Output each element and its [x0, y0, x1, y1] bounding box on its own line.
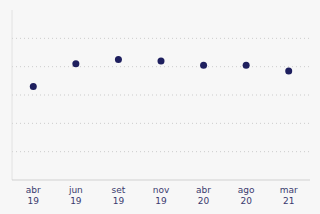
point: [285, 67, 292, 74]
chart: abr19 jun19 set19 nov19 abr20 ago20 mar21: [0, 0, 320, 214]
x-tick-label: mar21: [280, 185, 298, 206]
grid-line: [12, 123, 310, 124]
point: [200, 62, 207, 69]
y-axis-line: [12, 10, 13, 180]
points: [30, 56, 292, 90]
grid-line: [12, 95, 310, 96]
grid-line: [12, 151, 310, 152]
x-tick-label: abr19: [26, 185, 41, 206]
x-tick-label: abr20: [196, 185, 211, 206]
x-tick-label: set19: [112, 185, 126, 206]
x-tick-label: ago20: [238, 185, 255, 206]
x-tick-labels: abr19 jun19 set19 nov19 abr20 ago20 mar21: [26, 185, 298, 206]
grid-line: [12, 66, 310, 67]
x-axis-line: [12, 180, 310, 181]
background: [0, 0, 320, 214]
grid: [12, 38, 310, 151]
grid-line: [12, 38, 310, 39]
point: [158, 58, 165, 65]
point: [115, 56, 122, 63]
x-tick-label: nov19: [153, 185, 170, 206]
point: [243, 62, 250, 69]
point: [30, 83, 37, 90]
point: [72, 60, 79, 67]
x-tick-label: jun19: [68, 185, 83, 206]
